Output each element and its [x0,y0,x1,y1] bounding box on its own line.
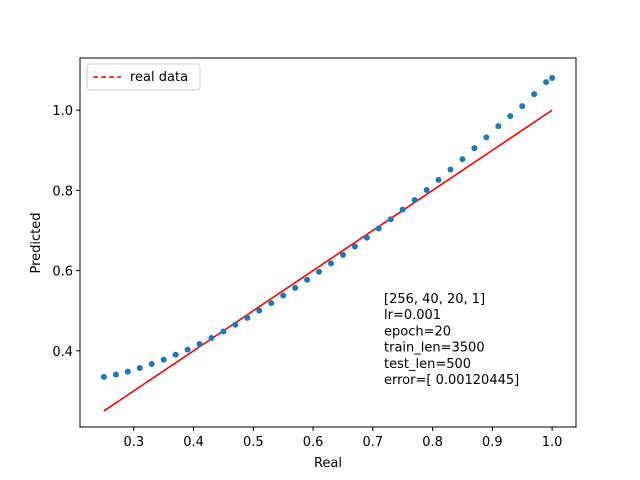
data-point [483,134,490,141]
data-point [292,284,299,291]
data-point [495,123,502,130]
annotation-line: lr=0.001 [384,308,441,323]
data-point [112,371,119,378]
legend: real data [86,63,201,91]
y-tick-label: 0.6 [52,265,73,280]
data-point [543,79,550,86]
data-point [256,307,263,314]
data-point [244,314,251,321]
y-axis-label: Predicted [29,212,44,273]
data-point [160,356,167,363]
y-tick-label: 0.8 [52,184,73,199]
annotation-line: epoch=20 [384,324,451,339]
x-tick-label: 0.5 [243,435,264,450]
x-tick-label: 0.9 [482,435,503,450]
data-point [363,234,370,241]
data-point [172,351,179,358]
data-point [459,156,466,163]
annotation-line: test_len=500 [384,357,471,372]
x-axis-label: Real [314,456,342,471]
data-point [339,251,346,258]
x-tick-label: 0.7 [362,435,383,450]
data-point [280,292,287,299]
data-point [471,145,478,152]
data-point [208,334,215,341]
data-point [375,225,382,232]
data-point [184,346,191,353]
x-tick-label: 0.8 [422,435,443,450]
data-point [268,300,275,307]
y-tick-label: 1.0 [52,104,73,119]
annotation-line: train_len=3500 [384,341,485,356]
data-point [519,103,526,110]
reference-line [103,109,553,412]
legend-box [86,63,201,91]
data-point [124,368,131,375]
data-point [304,276,311,283]
data-point [411,196,418,203]
data-point [136,365,143,372]
data-point [316,268,323,275]
y-tick-label: 0.4 [52,345,73,360]
data-point [100,373,107,380]
data-point [435,176,442,183]
data-point [148,361,155,368]
data-point [423,186,430,193]
data-point [327,260,334,267]
data-point [232,321,239,328]
legend-label: real data [130,70,188,85]
annotation-line: error=[ 0.00120445] [384,373,519,388]
x-tick-label: 0.4 [183,435,204,450]
data-point [507,113,514,120]
x-tick-label: 1.0 [542,435,563,450]
data-point [447,166,454,173]
annotation-line: [256, 40, 20, 1] [384,292,485,307]
plot-frame [79,57,577,428]
data-point [531,91,538,98]
data-point [196,340,203,347]
data-point [549,75,556,82]
x-tick-label: 0.6 [303,435,324,450]
data-point [220,328,227,335]
x-tick-label: 0.3 [123,435,144,450]
data-point [351,243,358,250]
data-point [387,216,394,223]
data-point [399,206,406,213]
